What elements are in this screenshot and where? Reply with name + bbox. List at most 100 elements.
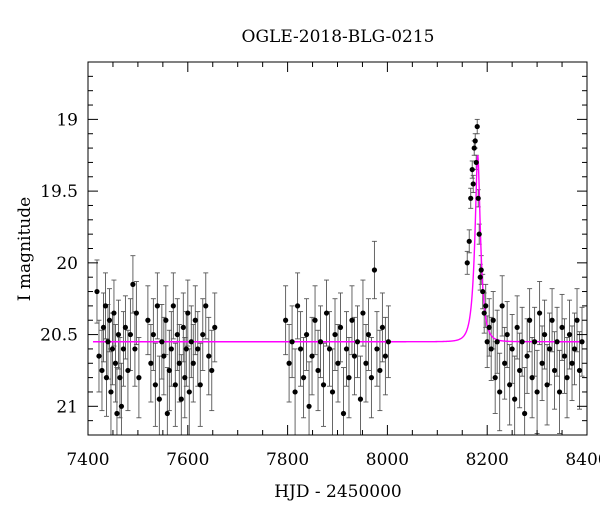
data-point [365, 331, 372, 338]
data-point [94, 288, 100, 295]
data-point [206, 353, 212, 359]
data-point [374, 346, 380, 352]
data-point [554, 339, 560, 345]
model-curve [92, 155, 585, 343]
data-point [486, 324, 492, 331]
data-point [136, 375, 142, 381]
data-point [532, 339, 538, 345]
data-point [289, 339, 295, 345]
data-point [371, 267, 378, 273]
x-tick-label: 8200 [466, 450, 509, 470]
data-point [172, 382, 178, 388]
data-point [306, 403, 312, 409]
data-point [502, 360, 508, 366]
data-point [133, 310, 140, 316]
plot-area [92, 118, 585, 435]
data-point [185, 310, 191, 316]
data-point [186, 389, 192, 395]
data-point [507, 382, 513, 388]
data-point [349, 317, 355, 323]
data-point [497, 389, 503, 395]
x-tick-label: 7600 [166, 450, 209, 470]
data-point [351, 353, 358, 359]
data-point [125, 367, 131, 374]
data-point [106, 317, 113, 323]
data-point [546, 346, 553, 352]
data-point [200, 331, 206, 338]
data-point [469, 166, 475, 173]
data-point [473, 159, 479, 166]
data-point [183, 346, 189, 352]
data-point [156, 396, 162, 402]
data-point [337, 324, 344, 331]
error-bars [94, 118, 585, 435]
x-tick-label: 8400 [565, 450, 600, 470]
y-tick-label: 19.5 [40, 182, 78, 202]
data-point [315, 367, 321, 374]
data-point [303, 331, 310, 338]
data-point [152, 382, 158, 388]
y-axis-ticks: 19 19.5 20 20.5 21 [40, 61, 587, 422]
data-point [102, 303, 109, 309]
data-point [566, 331, 573, 338]
data-point [188, 339, 194, 345]
data-point [464, 260, 470, 266]
data-point [326, 346, 333, 352]
data-point [480, 288, 486, 295]
data-point [354, 339, 361, 345]
data-point [360, 310, 366, 316]
data-point [203, 303, 209, 309]
data-point [178, 396, 184, 402]
data-point [357, 396, 364, 402]
data-point [209, 367, 215, 374]
x-axis-label: HJD - 2450000 [274, 482, 402, 502]
data-point [472, 138, 478, 144]
data-point [484, 339, 490, 345]
data-point [148, 360, 154, 366]
data-point [477, 274, 483, 280]
data-point [574, 317, 580, 323]
data-point [536, 310, 543, 316]
data-point [103, 375, 110, 381]
data-point [111, 310, 117, 316]
data-point [499, 303, 505, 309]
data-point [114, 410, 120, 417]
y-tick-label: 19 [56, 110, 78, 130]
data-point [100, 324, 107, 331]
data-point [159, 339, 165, 345]
data-point [283, 317, 289, 323]
data-point [115, 331, 122, 338]
data-point [541, 331, 548, 338]
data-point [517, 367, 523, 374]
data-point [130, 281, 136, 287]
data-point [478, 267, 484, 273]
y-axis-label: I magnitude [15, 197, 35, 301]
data-point [539, 360, 545, 366]
data-point [335, 360, 341, 366]
data-point [471, 145, 477, 151]
data-point [483, 303, 489, 309]
data-point [122, 324, 129, 331]
data-point [127, 331, 134, 338]
data-point [168, 346, 174, 352]
data-point [109, 346, 116, 352]
data-point [118, 403, 125, 409]
data-point [154, 303, 160, 309]
data-point [323, 310, 330, 316]
data-point [190, 360, 196, 366]
data-point [551, 367, 558, 374]
data-point [534, 389, 540, 395]
data-point [309, 353, 315, 359]
data-point [346, 375, 352, 381]
data-point [145, 317, 151, 323]
data-point [297, 346, 304, 352]
x-tick-label: 7800 [266, 450, 309, 470]
data-point [132, 346, 138, 352]
data-point [368, 375, 375, 381]
data-point [561, 353, 568, 359]
data-point [286, 360, 292, 366]
y-tick-label: 21 [56, 397, 78, 417]
data-point [559, 324, 565, 331]
data-point [120, 346, 127, 352]
